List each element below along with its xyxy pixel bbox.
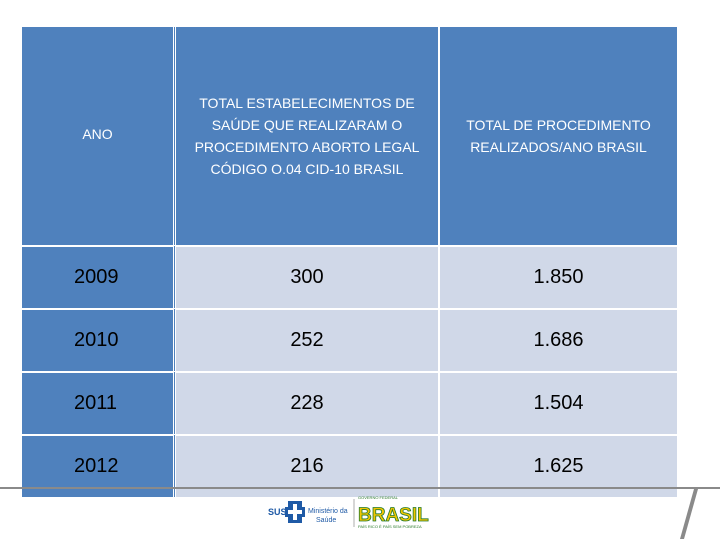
header-ano: ANO xyxy=(22,27,176,245)
tagline-label: PAÍS RICO É PAÍS SEM POBREZA xyxy=(358,524,422,529)
saude-label: Saúde xyxy=(316,517,336,524)
cell-year: 2009 xyxy=(22,245,176,308)
brasil-label: BRASIL xyxy=(358,505,429,526)
cell-procedimentos-text: 1.625 xyxy=(533,455,584,477)
sus-label: SUS xyxy=(268,507,287,517)
table-body: 2009 300 1.850 2010 252 1.686 2011 228 1… xyxy=(22,245,677,497)
table-header-row: ANO TOTAL ESTABELECIMENTOS DE SAÚDE QUE … xyxy=(22,27,677,245)
cell-year-text: 2012 xyxy=(74,455,119,477)
cell-year-text: 2009 xyxy=(74,266,119,288)
governo-federal-brasil-logo: GOVERNO FEDERAL BRASIL PAÍS RICO É PAÍS … xyxy=(358,495,430,529)
cell-estabelecimentos: 252 xyxy=(176,308,440,371)
sus-logo: SUS xyxy=(268,501,305,523)
cell-procedimentos-text: 1.504 xyxy=(533,392,584,414)
cell-procedimentos-text: 1.686 xyxy=(533,329,584,351)
cell-procedimentos-text: 1.850 xyxy=(533,266,584,288)
ministerio-saude-logo: Ministério da Saúde xyxy=(308,508,348,524)
table-row: 2009 300 1.850 xyxy=(22,245,677,308)
header-ano-label: ANO xyxy=(82,126,113,142)
cell-year: 2010 xyxy=(22,308,176,371)
table-row: 2012 216 1.625 xyxy=(22,434,677,497)
cell-estabelecimentos: 300 xyxy=(176,245,440,308)
data-table: ANO TOTAL ESTABELECIMENTOS DE SAÚDE QUE … xyxy=(22,27,677,497)
cell-year-text: 2010 xyxy=(74,329,119,351)
cell-year: 2011 xyxy=(22,371,176,434)
cell-estabelecimentos: 216 xyxy=(176,434,440,497)
footer-logos: SUS Ministério da Saúde GOVERNO FEDERAL … xyxy=(268,495,430,529)
table-row: 2011 228 1.504 xyxy=(22,371,677,434)
cell-procedimentos: 1.504 xyxy=(440,371,677,434)
header-procedimentos-label: TOTAL DE PROCEDIMENTO REALIZADOS/ANO BRA… xyxy=(466,117,651,155)
footer-slash-decoration xyxy=(680,489,698,539)
header-procedimentos: TOTAL DE PROCEDIMENTO REALIZADOS/ANO BRA… xyxy=(440,27,677,245)
footer-divider xyxy=(0,487,720,489)
cell-estabelecimentos-text: 252 xyxy=(290,329,324,351)
cell-procedimentos: 1.625 xyxy=(440,434,677,497)
cell-procedimentos: 1.850 xyxy=(440,245,677,308)
cell-year: 2012 xyxy=(22,434,176,497)
header-estabelecimentos-label: TOTAL ESTABELECIMENTOS DE SAÚDE QUE REAL… xyxy=(194,95,420,177)
cell-estabelecimentos-text: 216 xyxy=(290,455,324,477)
ministerio-label: Ministério da xyxy=(308,508,348,515)
cell-procedimentos: 1.686 xyxy=(440,308,677,371)
cell-estabelecimentos-text: 300 xyxy=(290,266,324,288)
governo-federal-label: GOVERNO FEDERAL xyxy=(358,495,399,500)
table-row: 2010 252 1.686 xyxy=(22,308,677,371)
cell-estabelecimentos-text: 228 xyxy=(290,392,324,414)
header-estabelecimentos: TOTAL ESTABELECIMENTOS DE SAÚDE QUE REAL… xyxy=(176,27,440,245)
cell-year-text: 2011 xyxy=(74,392,118,414)
cell-estabelecimentos: 228 xyxy=(176,371,440,434)
